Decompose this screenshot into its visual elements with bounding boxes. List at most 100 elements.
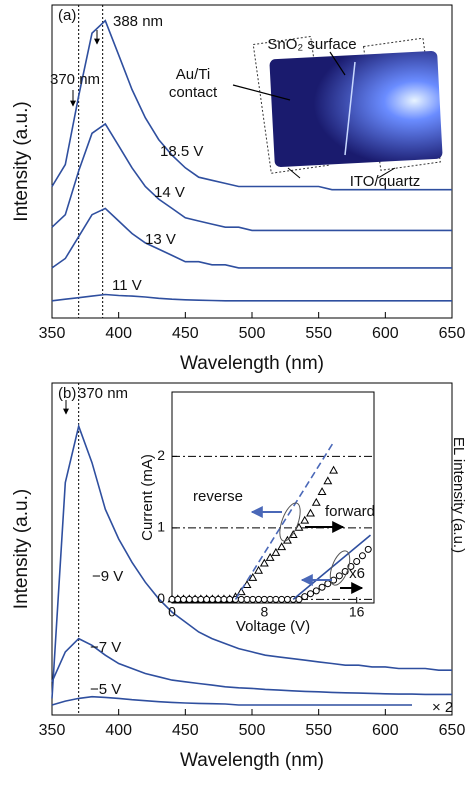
triangle-marker [236, 587, 246, 596]
x-tick-label: 8 [260, 604, 268, 620]
series-line [51, 122, 452, 232]
annotation: x6 [349, 565, 365, 582]
x-tick-label: 500 [239, 722, 266, 739]
circle-marker [278, 595, 286, 603]
circle-marker [226, 595, 234, 603]
x-tick-label: 450 [172, 325, 199, 342]
x-axis-label: Wavelength (nm) [180, 353, 324, 374]
ellipse [329, 550, 351, 586]
series-label: 14 V [154, 184, 185, 201]
y-axis-label: Intensity (a.u.) [11, 489, 32, 609]
series-label: −9 V [92, 568, 123, 585]
triangle-marker [300, 515, 310, 524]
triangle-marker [259, 558, 269, 567]
photo-label: Au/Ti [176, 66, 210, 83]
circle-marker [272, 595, 280, 603]
x-tick-label: 350 [39, 325, 66, 342]
circle-marker [203, 595, 211, 603]
circle-marker [307, 590, 315, 598]
arrows [63, 30, 100, 415]
x-tick-label: 600 [372, 722, 399, 739]
x-tick-label: 650 [439, 722, 466, 739]
series-line [51, 695, 412, 706]
y-tick-label: 1 [157, 519, 165, 535]
x-axis-label: Wavelength (nm) [180, 750, 324, 771]
y-tick-label: 2 [157, 447, 165, 463]
y-axis-label: Intensity (a.u.) [11, 101, 32, 221]
triangle-marker [265, 552, 275, 561]
circle-marker [237, 595, 245, 603]
triangle-marker [271, 547, 281, 556]
plot-frame [51, 4, 453, 319]
series-line [51, 423, 452, 699]
triangle-marker [254, 565, 264, 574]
photo-label: SnO₂ surface [267, 36, 356, 53]
x-tick-label: 550 [305, 325, 332, 342]
triangle-marker [317, 487, 327, 496]
circle-marker [168, 595, 176, 603]
annotation: forward [325, 503, 375, 520]
circle-marker [353, 558, 361, 566]
photo-label: contact [169, 84, 218, 101]
triangle-marker [323, 476, 333, 485]
x-axis-label: Voltage (V) [236, 618, 310, 635]
annotation: reverse [193, 488, 243, 505]
x-tick-label: 400 [105, 325, 132, 342]
circle-marker [197, 595, 205, 603]
circle-marker [220, 595, 228, 603]
series-line [234, 441, 335, 600]
x-tick-label: 650 [439, 325, 466, 342]
circle-marker [249, 595, 257, 603]
x-tick-label: 0 [168, 604, 176, 620]
circle-marker [208, 595, 216, 603]
y-axis-label: Current (mA) [139, 454, 156, 541]
circle-marker [180, 595, 188, 603]
inset-decorations [250, 502, 364, 594]
circle-marker [318, 583, 326, 591]
series-line [51, 293, 452, 302]
triangle-marker [248, 572, 258, 581]
circle-marker [260, 595, 268, 603]
plot-frame [171, 391, 375, 604]
x-tick-label: 400 [105, 722, 132, 739]
panel-label: (b) [58, 385, 76, 402]
triangle-marker [329, 465, 339, 474]
series-line [51, 637, 452, 696]
ellipse [279, 502, 301, 542]
x-tick-label: 16 [349, 604, 365, 620]
annotation: 370 nm [50, 71, 100, 88]
triangle-marker [294, 522, 304, 531]
x-tick-label: 500 [239, 325, 266, 342]
circle-marker [312, 587, 320, 595]
triangle-marker [277, 542, 287, 551]
photo-label: ITO/quartz [350, 173, 421, 190]
series-line [51, 19, 452, 191]
circle-marker [255, 595, 263, 603]
circle-marker [283, 595, 291, 603]
circle-marker [191, 595, 199, 603]
series-label: −5 V [90, 681, 121, 698]
circle-marker [301, 593, 309, 601]
triangle-marker [306, 508, 315, 517]
series-label: −7 V [90, 639, 121, 656]
series-label: 11 V [112, 277, 142, 294]
annotation: × 2 [432, 699, 453, 716]
x-tick-label: 550 [305, 722, 332, 739]
device-photo [232, 35, 443, 179]
circle-marker [214, 595, 222, 603]
circle-marker [266, 595, 274, 603]
circle-marker [174, 595, 182, 603]
series-label: 18.5 V [160, 143, 203, 160]
x-tick-label: 600 [372, 325, 399, 342]
circle-marker [243, 595, 251, 603]
annotation: 388 nm [113, 13, 163, 30]
circle-marker [358, 552, 366, 560]
series-line [51, 207, 452, 269]
x-tick-label: 350 [39, 722, 66, 739]
circle-marker [335, 572, 343, 580]
x-tick-label: 450 [172, 722, 199, 739]
panel-label: (a) [58, 7, 76, 24]
circle-marker [324, 580, 332, 588]
triangle-marker [311, 497, 321, 506]
annotation: 370 nm [78, 385, 128, 402]
